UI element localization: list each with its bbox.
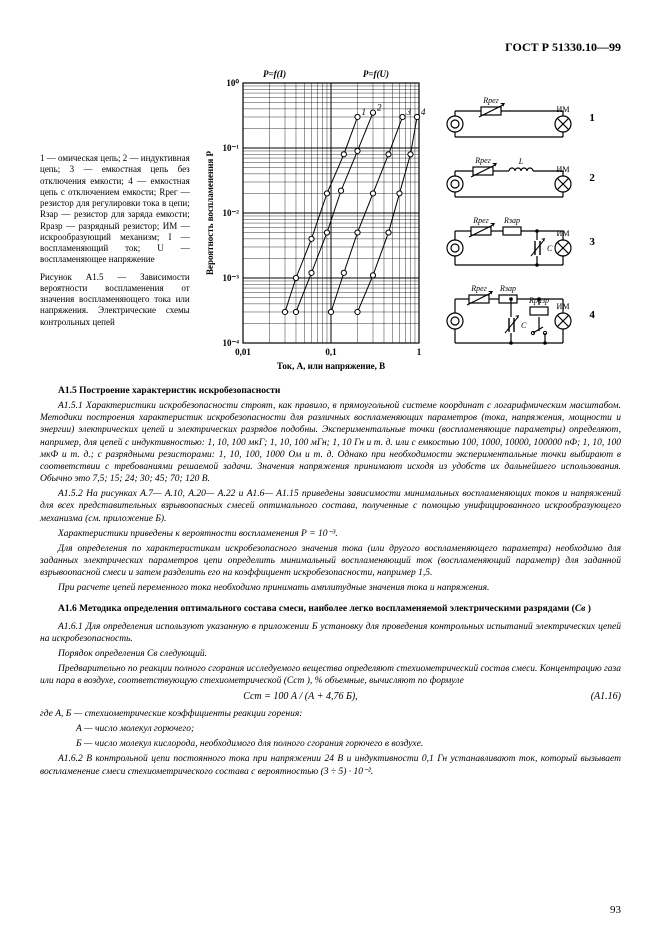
para-a152: А1.5.2 На рисунках А.7— А.10, А.20— А.22…: [40, 488, 621, 524]
svg-text:P=f(I): P=f(I): [263, 69, 286, 79]
figure-row: 1 — омическая цепь; 2 — индуктивная цепь…: [40, 63, 621, 373]
svg-text:2: 2: [377, 103, 382, 113]
circuit-2: ИМRрегL 2: [441, 153, 621, 205]
para-ab: где А, Б — стехиометрические коэффициент…: [40, 708, 621, 720]
circuit-num-1: 1: [589, 112, 595, 126]
circuit-diagrams: ИМRрег 1 ИМRрегL 2 ИМRрегRзарC 3 ИМRрегR…: [441, 63, 621, 351]
para-a152a: Характеристики приведены к вероятности в…: [40, 528, 621, 540]
svg-text:3: 3: [405, 107, 411, 117]
para-a161: А1.6.1 Для определения используют указан…: [40, 621, 621, 645]
svg-text:0,1: 0,1: [325, 347, 337, 357]
svg-text:1: 1: [416, 347, 421, 357]
para-a151: А1.5.1 Характеристики искробезопасности …: [40, 400, 621, 485]
svg-text:Rрег: Rрег: [475, 156, 492, 165]
formula-text: Cст = 100 А / (А + 4,76 Б),: [40, 691, 561, 704]
body-text: А1.5 Построение характеристик искробезоп…: [40, 385, 621, 778]
circuit-4: ИМRрегRзарCRразр 4: [441, 281, 621, 351]
figure-title: Рисунок А1.5 — Зависимости вероятности в…: [40, 272, 190, 328]
svg-text:Rразр: Rразр: [528, 296, 549, 305]
circuit-num-3: 3: [589, 236, 595, 250]
circuit-num-4: 4: [589, 309, 595, 323]
svg-text:0,01: 0,01: [235, 347, 251, 357]
svg-text:4: 4: [421, 107, 426, 117]
para-a161a: Порядок определения Cв следующий.: [40, 648, 621, 660]
para-a: А — число молекул горючего;: [40, 723, 621, 735]
svg-text:Ток, А, или напряжение, В: Ток, А, или напряжение, В: [276, 361, 384, 371]
svg-text:10⁻³: 10⁻³: [222, 273, 239, 283]
svg-text:Rрег: Rрег: [473, 216, 490, 225]
svg-text:10⁻¹: 10⁻¹: [222, 143, 239, 153]
page-number: 93: [610, 904, 621, 918]
svg-text:Rзар: Rзар: [499, 284, 516, 293]
para-a161b: Предварительно по реакции полного сгоран…: [40, 663, 621, 687]
para-a162: А1.6.2 В контрольной цепи постоянного то…: [40, 753, 621, 777]
svg-text:C: C: [547, 244, 553, 253]
svg-text:Rрег: Rрег: [483, 96, 500, 105]
circuit-num-2: 2: [589, 172, 595, 186]
svg-text:10⁻⁴: 10⁻⁴: [222, 338, 239, 348]
probability-chart: 0,01 0,1 1 10⁻⁴ 10⁻³ 10⁻² 10⁻¹ 10⁰ Ток, А, или н…: [201, 63, 431, 373]
para-a152b: Для определения по характеристикам искро…: [40, 543, 621, 579]
svg-text:Rрег: Rрег: [471, 284, 488, 293]
formula-number: (А1.16): [561, 691, 621, 704]
section-a16-title: А1.6 Методика определения оптимального с…: [40, 603, 621, 615]
figure-left-caption: 1 — омическая цепь; 2 — индуктивная цепь…: [40, 63, 190, 334]
circuit-3: ИМRрегRзарC 3: [441, 213, 621, 273]
doc-header: ГОСТ Р 51330.10—99: [40, 40, 621, 55]
formula-a116: Cст = 100 А / (А + 4,76 Б), (А1.16): [40, 691, 621, 704]
circuit-1: ИМRрег 1: [441, 93, 621, 145]
para-a152c: При расчете цепей переменного тока необх…: [40, 582, 621, 594]
section-a15-title: А1.5 Построение характеристик искробезоп…: [40, 385, 621, 397]
para-b: Б — число молекул кислорода, необходимог…: [40, 738, 621, 750]
svg-text:L: L: [518, 157, 524, 166]
svg-text:1: 1: [361, 107, 366, 117]
chart-container: 0,01 0,1 1 10⁻⁴ 10⁻³ 10⁻² 10⁻¹ 10⁰ Ток, А, или н…: [196, 63, 436, 373]
svg-text:10⁻²: 10⁻²: [222, 208, 239, 218]
legend-text: 1 — омическая цепь; 2 — индуктивная цепь…: [40, 153, 190, 266]
svg-text:Rзар: Rзар: [503, 216, 520, 225]
svg-text:10⁰: 10⁰: [226, 78, 239, 88]
svg-text:P=f(U): P=f(U): [362, 69, 388, 79]
svg-text:Вероятность воспламенения P: Вероятность воспламенения P: [205, 150, 215, 275]
svg-text:C: C: [521, 321, 527, 330]
